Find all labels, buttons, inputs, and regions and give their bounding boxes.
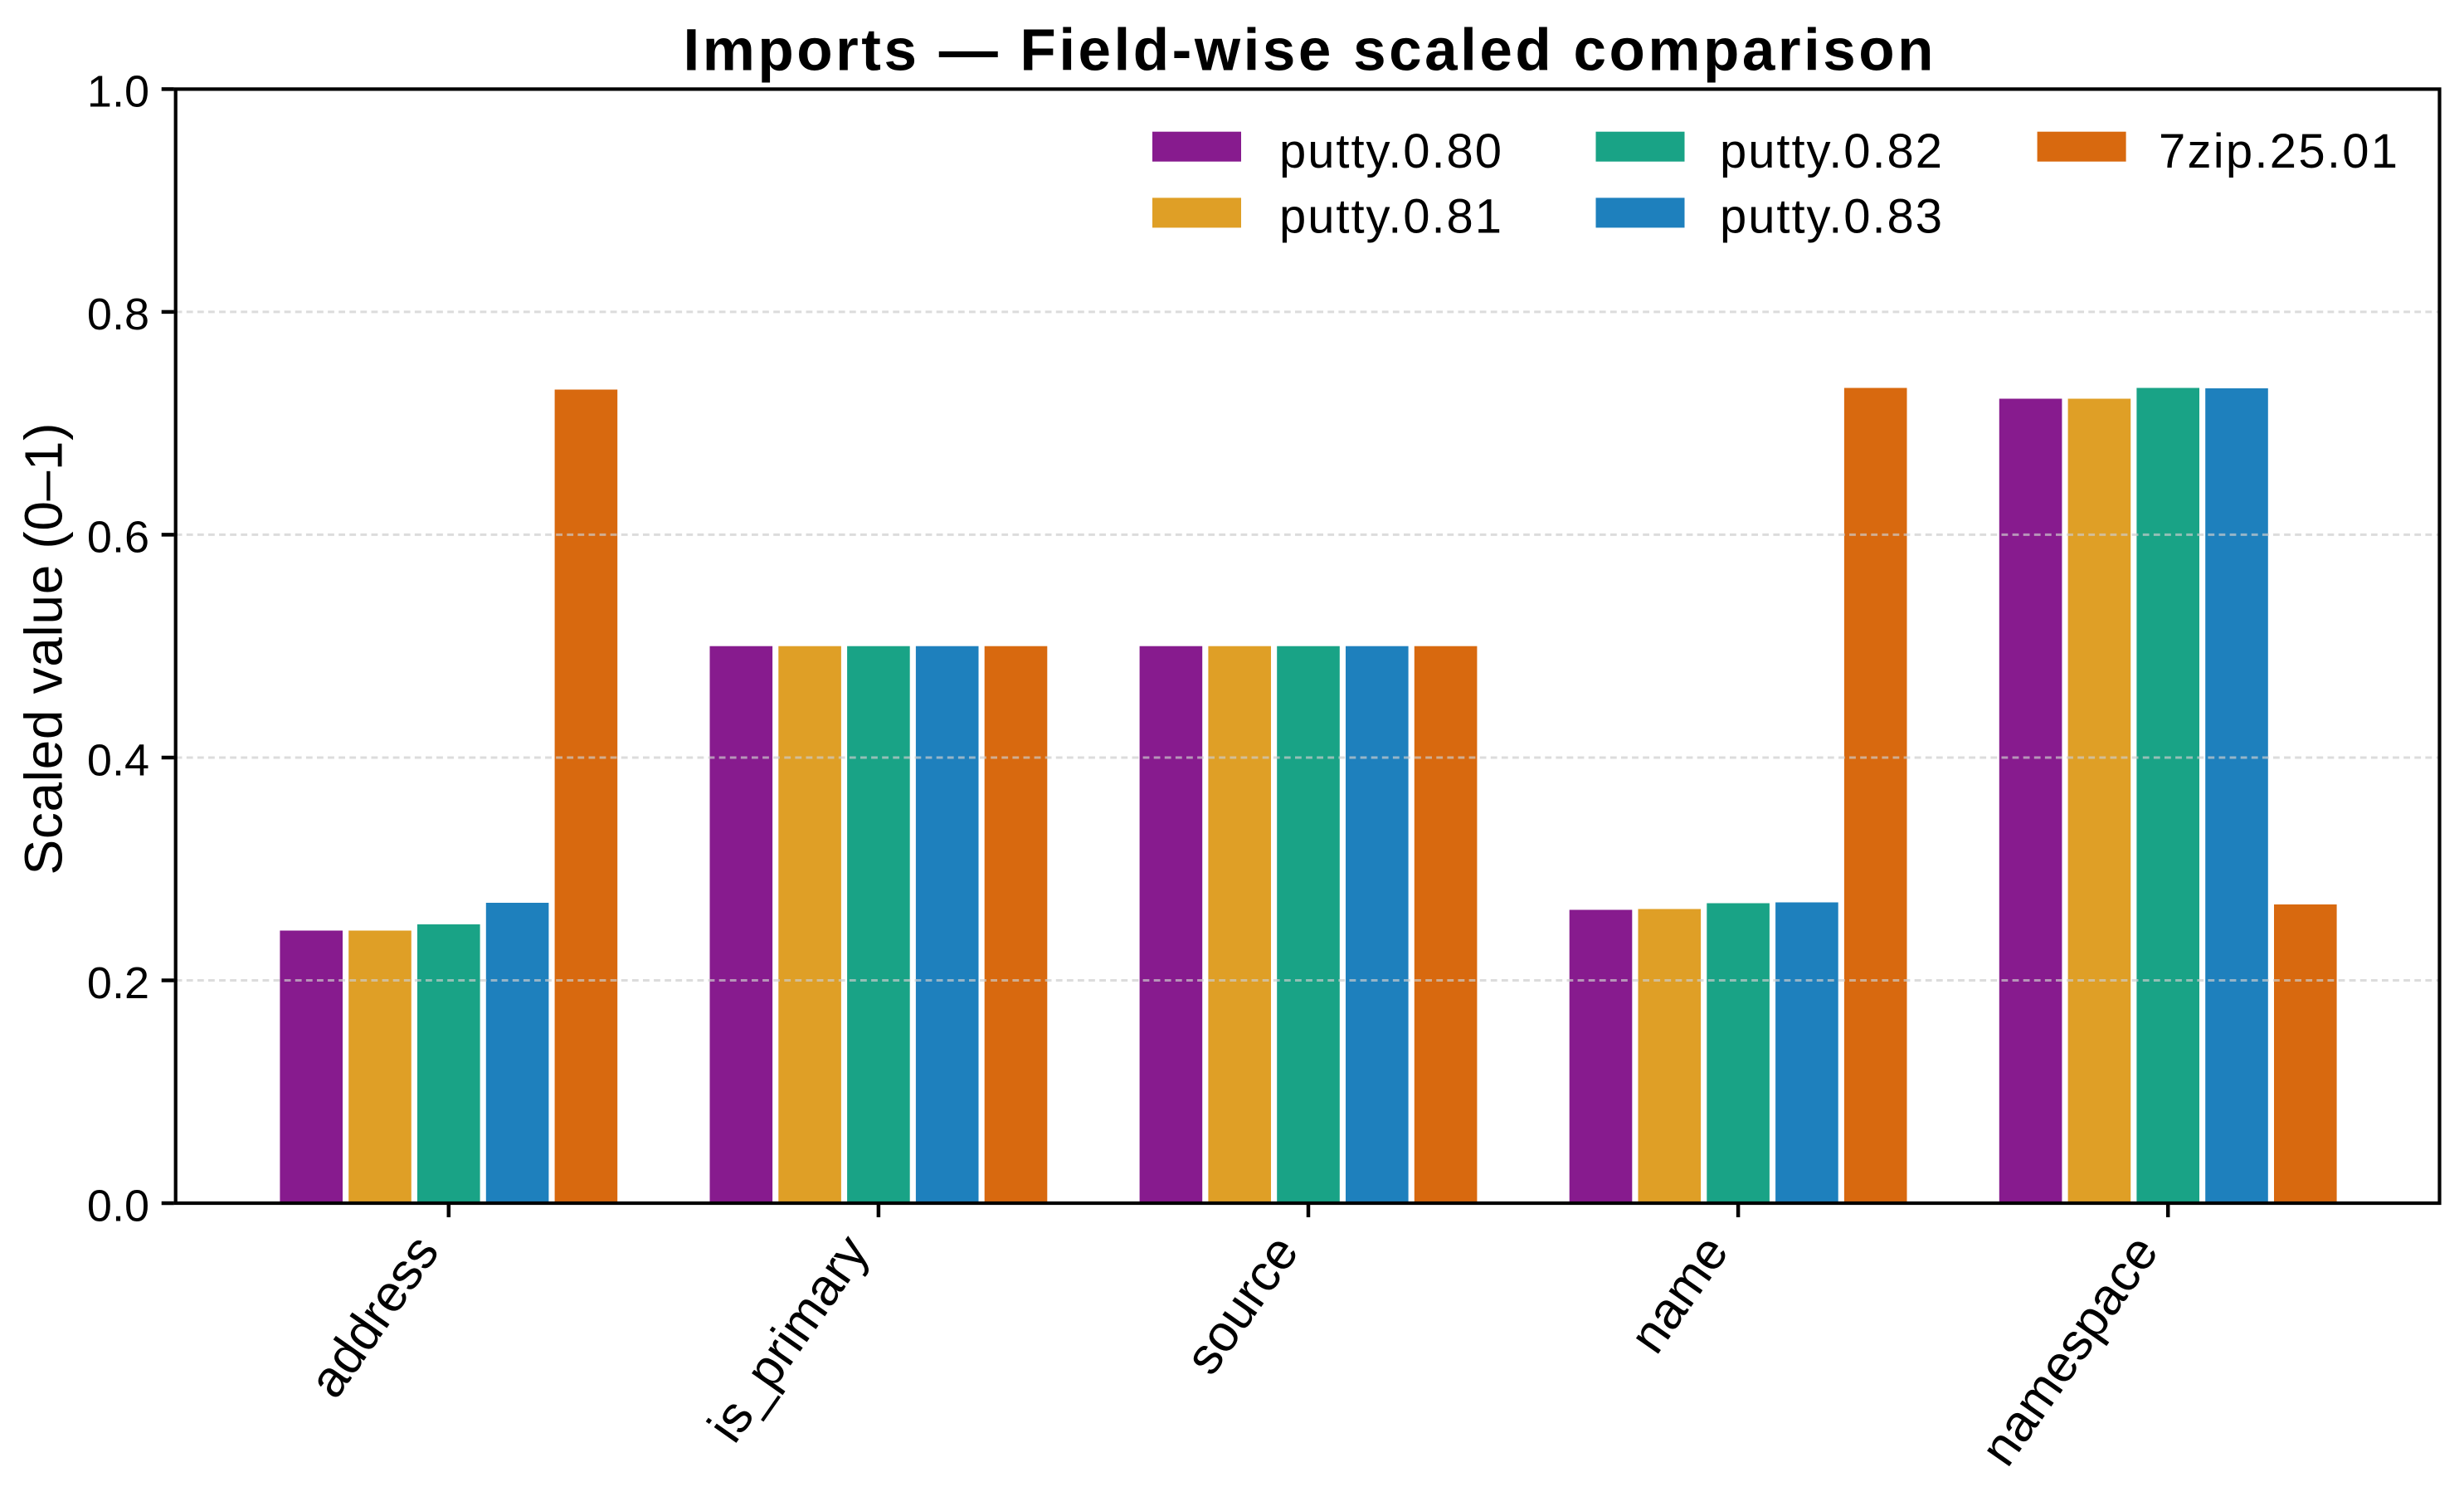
svg-text:putty.0.81: putty.0.81 (1279, 190, 1502, 244)
svg-text:0.4: 0.4 (87, 735, 149, 785)
svg-text:putty.0.80: putty.0.80 (1279, 124, 1502, 178)
svg-text:putty.0.83: putty.0.83 (1720, 190, 1942, 244)
svg-text:Scaled value (0–1): Scaled value (0–1) (14, 423, 74, 875)
svg-text:0.2: 0.2 (87, 958, 149, 1008)
svg-text:1.0: 1.0 (87, 67, 149, 117)
svg-text:0.6: 0.6 (87, 513, 149, 563)
svg-text:putty.0.82: putty.0.82 (1720, 124, 1942, 178)
svg-text:7zip.25.01: 7zip.25.01 (2159, 124, 2398, 178)
svg-text:0.0: 0.0 (87, 1181, 149, 1231)
svg-text:0.8: 0.8 (87, 290, 149, 339)
svg-text:Imports — Field-wise scaled co: Imports — Field-wise scaled comparison (684, 18, 1934, 84)
